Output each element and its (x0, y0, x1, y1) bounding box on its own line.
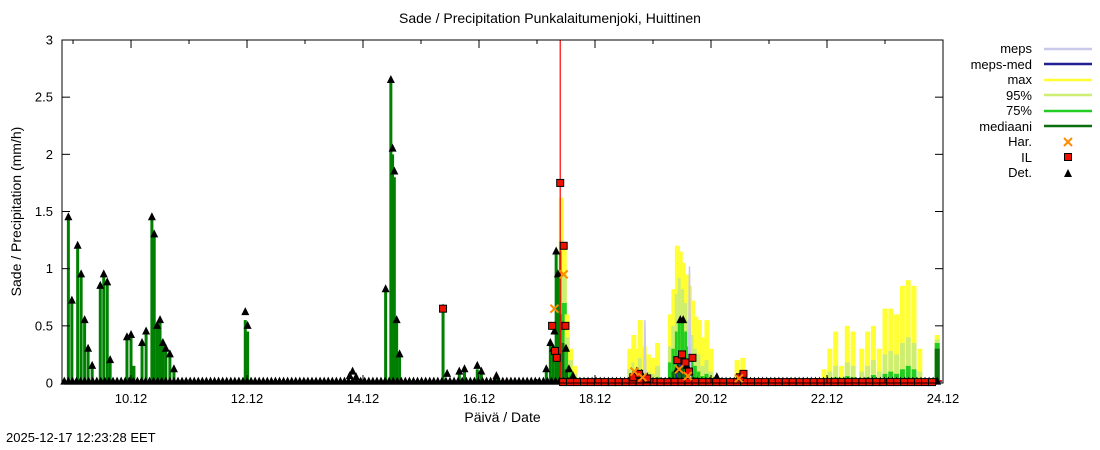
legend-label: 95% (1005, 87, 1032, 103)
legend-label: Det. (1008, 165, 1032, 180)
legend-item-75: 75% (971, 103, 1096, 119)
x-tick-label: 22.12 (811, 391, 844, 406)
har-x-marker-icon (1040, 135, 1096, 149)
legend-item-mediaani: mediaani (971, 119, 1096, 135)
y-tick-label: 1.5 (35, 204, 53, 219)
legend-label: meps-med (970, 56, 1032, 72)
legend-item-meps: meps (971, 41, 1096, 57)
x-tick-label: 14.12 (347, 391, 380, 406)
legend-label: max (1007, 72, 1032, 87)
il-square-marker-icon (1040, 150, 1096, 164)
det-triangle-marker-icon (1040, 166, 1096, 180)
meps-line-sample (1040, 42, 1096, 56)
x-tick-label: 24.12 (927, 391, 960, 406)
y-tick-label: 3 (46, 33, 53, 48)
y-tick-label: 2.5 (35, 90, 53, 105)
legend: meps meps-med max 95% 75% mediaani Har. IL Det. (971, 41, 1096, 181)
legend-label: 75% (1005, 103, 1032, 118)
max-line-sample (1040, 73, 1096, 87)
legend-item-har: Har. (971, 134, 1096, 150)
legend-label: mediaani (979, 118, 1032, 134)
meps-med-line-sample (1040, 57, 1096, 71)
legend-item-max: max (971, 72, 1096, 88)
legend-item-95: 95% (971, 88, 1096, 104)
x-tick-label: 10.12 (115, 391, 148, 406)
x-tick-label: 20.12 (695, 391, 728, 406)
timestamp: 2025-12-17 12:23:28 EET (6, 430, 156, 445)
x-axis-label: Päivä / Date (464, 409, 541, 425)
median-line-sample (1040, 119, 1096, 133)
legend-label: IL (1021, 149, 1032, 165)
legend-label: Har. (1008, 134, 1032, 149)
chart-title: Sade / Precipitation Punkalaitumenjoki, … (399, 10, 701, 26)
x-tick-label: 12.12 (231, 391, 264, 406)
legend-label: meps (1000, 41, 1032, 56)
legend-item-det: Det. (971, 165, 1096, 181)
y-tick-label: 0.5 (35, 318, 53, 333)
har-markers (549, 269, 744, 384)
y-tick-label: 1 (46, 261, 53, 276)
legend-item-il: IL (971, 150, 1096, 166)
il-markers (439, 178, 936, 387)
y-tick-label: 0 (46, 376, 53, 391)
x-tick-label: 18.12 (579, 391, 612, 406)
p95-line-sample (1040, 88, 1096, 102)
axis-ticks: 10.12 12.12 14.12 16.12 18.12 20.12 22.12 24.12… (35, 33, 959, 407)
legend-item-meps-med: meps-med (971, 57, 1096, 73)
x-tick-label: 16.12 (463, 391, 496, 406)
p75-line-sample (1040, 104, 1096, 118)
y-tick-label: 2 (46, 147, 53, 162)
